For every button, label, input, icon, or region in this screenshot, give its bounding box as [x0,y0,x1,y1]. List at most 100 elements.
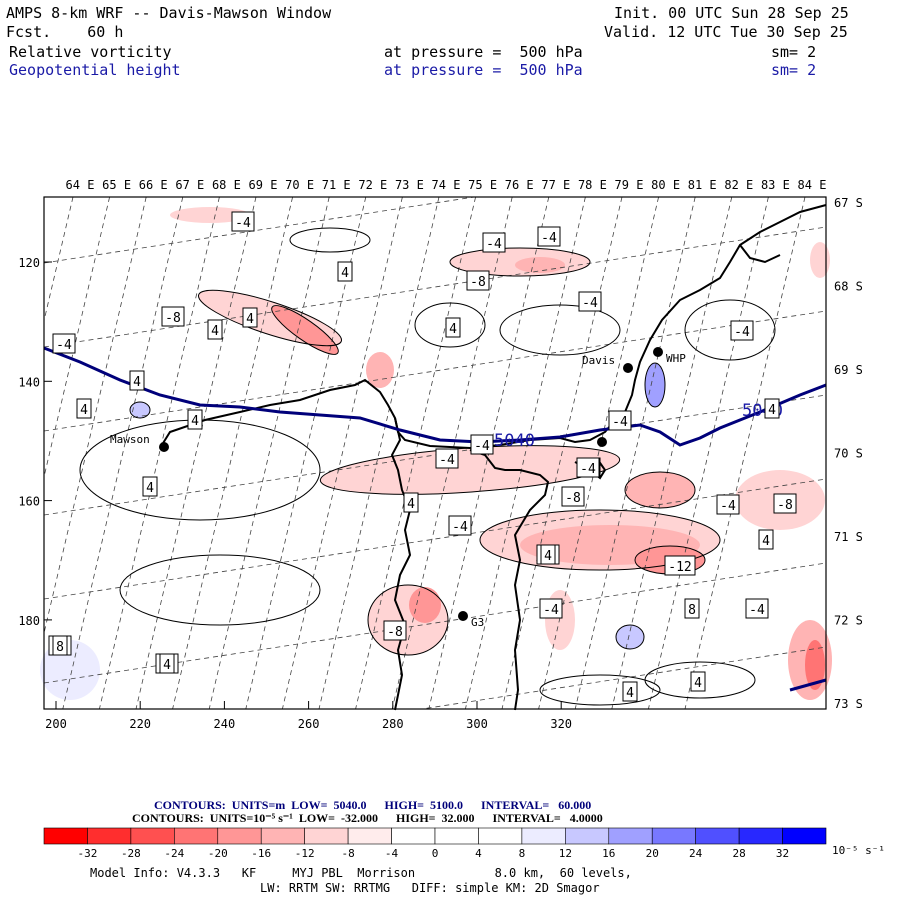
vort-label: 8 [56,640,64,655]
vort-label: -8 [565,491,581,506]
longitude-label: 66 E [139,178,168,192]
height-contour-info: CONTOURS: UNITS=m LOW= 5040.0 HIGH= 5100… [154,798,592,812]
vort-label: -4 [541,231,557,246]
longitude-label: 67 E [175,178,204,192]
vort-label-box [159,653,175,674]
y-tick-label: 120 [18,256,40,270]
vort-label: 4 [246,312,254,327]
colorbar: -32 -28 -24 -20 -16 -12 -8 -4 0 4 8 12 16 20 24 28 32 10⁻… [43,827,885,860]
station-marker [653,347,663,357]
longitude-label: 75 E [468,178,497,192]
vort-label-box [764,398,780,419]
vort-label: -4 [582,296,598,311]
longitude-label: 76 E [505,178,534,192]
vort-label: -4 [235,216,251,231]
vort-label: 4 [163,658,171,673]
colorbar-swatch [608,827,653,845]
vort-label-box [403,492,419,513]
longitude-label: 79 E [615,178,644,192]
stations: Mawson Davis WHP G3 [110,347,686,629]
init-time: Init. 00 UTC Sun 28 Sep 25 [614,4,849,22]
vort-label-box [470,434,494,455]
colorbar-swatch [43,827,88,845]
vort-label: -4 [474,439,490,454]
longitude-label: 74 E [432,178,461,192]
product-title: AMPS 8-km WRF -- Davis-Mawson Window [6,4,332,22]
vort-label: 4 [449,322,457,337]
field2-name: Geopotential height [9,61,181,79]
station-name: Mawson [110,433,150,446]
y-axis-ticks: 120 140 160 180 [18,256,52,628]
vort-label-box [608,410,632,431]
longitude-label: 81 E [688,178,717,192]
vort-label: 4 [211,324,219,339]
vort-label-box [207,319,223,340]
field1-smoothing: sm= 2 [771,43,817,61]
longitude-label: 84 E [798,178,827,192]
colorbar-swatch [521,827,566,845]
colorbar-label: -4 [385,847,399,860]
x-tick-label: 300 [466,717,488,731]
vort-label-box [482,232,506,253]
shade-neg-11 [625,472,695,508]
x-axis-ticks: 200 220 240 260 280 300 320 [45,701,572,731]
station-name: Davis [582,354,615,367]
shade-pos-1 [645,363,665,407]
station-marker [597,437,607,447]
vorticity-contour-info: CONTOURS: UNITS=10⁻⁵ s⁻¹ LOW= -32.000 HI… [132,811,603,825]
vort-label-box [445,317,461,338]
vort-label: -4 [734,325,750,340]
vort-label: -8 [387,625,403,640]
shade-neg-17 [810,242,830,278]
vort-label-box [537,226,561,247]
vort-label: 4 [133,375,141,390]
vort-label: 4 [762,534,770,549]
colorbar-label: 24 [689,847,703,860]
vort-label: -4 [452,520,468,535]
vort-label-box [76,398,92,419]
shade-neg-16 [805,640,825,690]
vort-label-box [576,457,600,478]
colorbar-label: 8 [519,847,526,860]
vort-label-box [773,493,797,514]
x-tick-label: 280 [382,717,404,731]
vort-label: -4 [580,462,596,477]
map-frame [43,196,827,710]
shade-neg-2 [515,257,565,273]
vort-label-box [561,486,585,507]
y-tick-label: 160 [18,495,40,509]
latitude-label: 72 S [834,614,863,628]
vort-label: 8 [688,603,696,618]
height-label-1: 5040 [494,431,535,451]
station-marker [458,611,468,621]
colorbar-swatch [217,827,262,845]
longitude-label: 78 E [578,178,607,192]
field2-level: at pressure = 500 hPa [384,61,583,79]
vort-label: -4 [439,453,455,468]
vort-label-box [337,261,353,282]
longitude-label: 65 E [102,178,131,192]
longitude-label: 69 E [249,178,278,192]
colorbar-swatch [651,827,696,845]
colorbar-swatch [782,827,827,845]
colorbar-label: 28 [732,847,745,860]
vort-label-box [539,598,563,619]
colorbar-label: 0 [432,847,439,860]
colorbar-label: 32 [776,847,789,860]
vort-label-box [448,515,472,536]
x-tick-label: 220 [129,717,151,731]
vort-label: -8 [777,498,793,513]
latitude-label: 71 S [834,530,863,544]
shade-neg-6 [170,207,250,223]
longitude-label: 73 E [395,178,424,192]
longitude-labels: 64 E 65 E 66 E 67 E 68 E 69 E 70 E 71 E 72 E 73 E… [66,178,827,192]
longitude-label: 80 E [651,178,680,192]
latitude-label: 70 S [834,447,863,461]
shade-pos-3 [616,625,644,649]
vort-label-box [231,211,255,232]
height-contour-5040 [43,346,827,447]
vort-label-box [758,529,774,550]
colorbar-label: -8 [341,847,354,860]
colorbar-swatch [87,827,132,845]
x-tick-label: 320 [550,717,572,731]
